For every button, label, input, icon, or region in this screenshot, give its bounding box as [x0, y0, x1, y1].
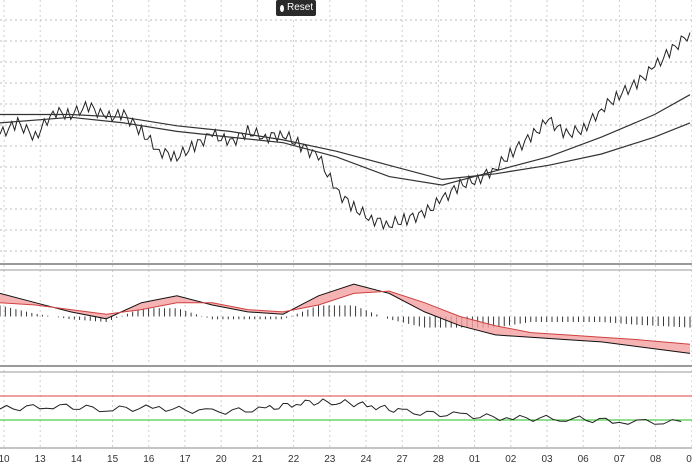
- reset-label: Reset: [287, 2, 314, 13]
- x-tick-label: 15: [107, 454, 119, 465]
- reset-button[interactable]: Reset: [276, 0, 316, 16]
- x-tick-label: 03: [541, 454, 553, 465]
- signal-line: [0, 290, 691, 345]
- ma-slow-line: [0, 113, 691, 181]
- ma-fast-line: [0, 94, 691, 186]
- x-tick-label: 24: [360, 454, 372, 465]
- x-tick-label: 10: [0, 454, 10, 465]
- x-tick-label: 17: [179, 454, 191, 465]
- x-tick-label: 01: [469, 454, 481, 465]
- x-tick-label: 21: [252, 454, 264, 465]
- macd-line: [0, 283, 691, 354]
- oscillator-line: [0, 398, 682, 425]
- x-tick-label: 06: [578, 454, 590, 465]
- x-tick-label: 16: [143, 454, 155, 465]
- x-tick-label: 08: [650, 454, 662, 465]
- x-tick-label: 27: [397, 454, 409, 465]
- x-tick-label: 28: [433, 454, 445, 465]
- x-tick-label: 14: [71, 454, 83, 465]
- x-tick-label: 23: [324, 454, 336, 465]
- x-tick-label: 07: [614, 454, 626, 465]
- macd-signal-fill: [0, 284, 690, 354]
- x-tick-label: 22: [288, 454, 300, 465]
- x-tick-label: 02: [505, 454, 517, 465]
- x-tick-label: 13: [35, 454, 47, 465]
- x-tick-label: 09: [686, 454, 692, 465]
- reset-icon: [280, 4, 284, 12]
- x-tick-label: 20: [216, 454, 228, 465]
